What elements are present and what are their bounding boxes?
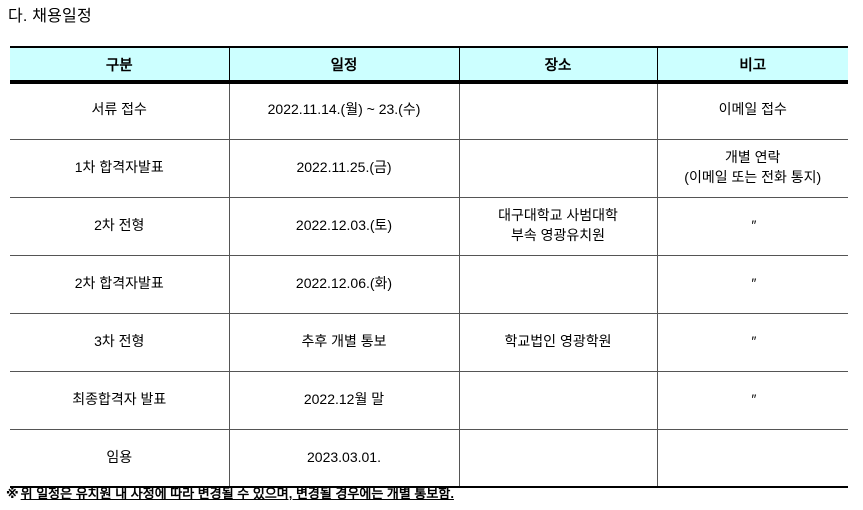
cell-place-line-1: 대구대학교 사범대학	[498, 207, 618, 224]
cell-kind: 3차 전형	[10, 313, 229, 372]
column-header-kind: 구분	[10, 46, 229, 82]
page-title: 다. 채용일정	[8, 8, 92, 25]
column-header-date: 일정	[228, 46, 459, 82]
cell-place	[458, 429, 657, 488]
cell-place-line-2: 부속 영광유치원	[510, 227, 606, 243]
table-row: 서류 접수 2022.11.14.(월) ~ 23.(수) 이메일 접수	[10, 81, 848, 140]
table-header-row: 구분 일정 장소 비고	[10, 46, 848, 82]
cell-date: 2023.03.01.	[228, 429, 459, 488]
table-row: 임용 2023.03.01.	[10, 429, 848, 488]
table-body: 서류 접수 2022.11.14.(월) ~ 23.(수) 이메일 접수 1차 …	[10, 81, 848, 488]
cell-note: ″	[656, 197, 848, 256]
cell-date: 2022.11.14.(월) ~ 23.(수)	[228, 81, 459, 140]
table-row: 2차 전형 2022.12.03.(토) 대구대학교 사범대학 부속 영광유치원…	[10, 197, 848, 256]
cell-note: ″	[656, 313, 848, 372]
cell-kind: 2차 전형	[10, 197, 229, 256]
cell-kind: 최종합격자 발표	[10, 371, 229, 430]
cell-place: 대구대학교 사범대학 부속 영광유치원	[458, 197, 657, 256]
cell-kind: 1차 합격자발표	[10, 139, 229, 198]
cell-note: 이메일 접수	[656, 81, 848, 140]
cell-note: 개별 연락 (이메일 또는 전화 통지)	[656, 139, 848, 198]
cell-date: 2022.12월 말	[228, 371, 459, 430]
cell-date: 2022.12.03.(토)	[228, 197, 459, 256]
reference-mark-icon: ※	[6, 486, 19, 501]
cell-date: 2022.11.25.(금)	[228, 139, 459, 198]
cell-kind: 서류 접수	[10, 81, 229, 140]
column-header-note: 비고	[656, 46, 848, 82]
table-row: 1차 합격자발표 2022.11.25.(금) 개별 연락 (이메일 또는 전화…	[10, 139, 848, 198]
cell-date: 2022.12.06.(화)	[228, 255, 459, 314]
cell-note: ″	[656, 371, 848, 430]
footnote: ※ 위 일정은 유치원 내 사정에 따라 변경될 수 있으며, 변경될 경우에는 …	[6, 483, 454, 502]
recruitment-schedule-table: 구분 일정 장소 비고 서류 접수 2022.11.14.(월) ~ 23.(수…	[10, 46, 848, 488]
cell-place	[458, 81, 657, 140]
cell-note: ″	[656, 255, 848, 314]
table-row: 2차 합격자발표 2022.12.06.(화) ″	[10, 255, 848, 314]
table-row: 최종합격자 발표 2022.12월 말 ″	[10, 371, 848, 430]
cell-note-line-2: (이메일 또는 전화 통지)	[684, 169, 822, 185]
cell-note	[656, 429, 848, 488]
cell-date: 추후 개별 통보	[228, 313, 459, 372]
header-double-rule	[10, 82, 848, 84]
cell-place	[458, 139, 657, 198]
cell-note-line-1: 개별 연락	[725, 149, 781, 166]
cell-kind: 임용	[10, 429, 229, 488]
cell-place	[458, 255, 657, 314]
column-header-place: 장소	[458, 46, 657, 82]
footnote-text: 위 일정은 유치원 내 사정에 따라 변경될 수 있으며, 변경될 경우에는 개…	[20, 486, 454, 501]
table-row: 3차 전형 추후 개별 통보 학교법인 영광학원 ″	[10, 313, 848, 372]
cell-place	[458, 371, 657, 430]
cell-kind: 2차 합격자발표	[10, 255, 229, 314]
cell-place: 학교법인 영광학원	[458, 313, 657, 372]
